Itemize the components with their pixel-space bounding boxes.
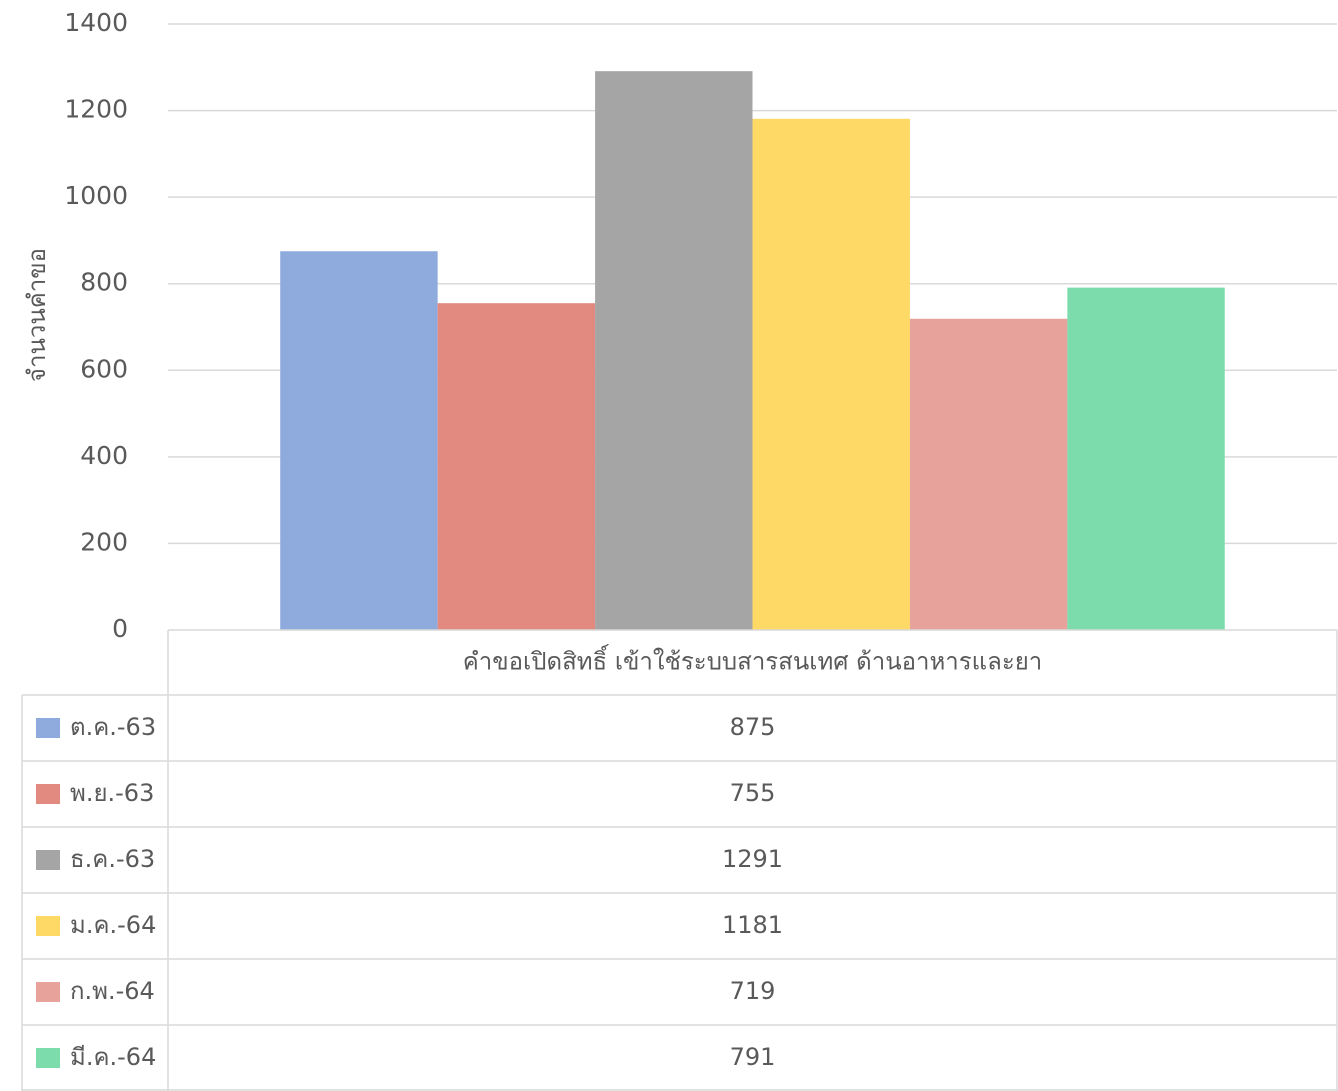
table-value: 755 [730,779,776,807]
bar [909,318,1068,630]
y-tick-label: 800 [80,268,128,297]
legend-swatch [36,982,60,1002]
legend-label: ก.พ.-64 [70,977,155,1005]
legend-swatch [36,784,60,804]
legend-swatch [36,916,60,936]
table-value: 875 [730,713,776,741]
table-value: 719 [730,977,776,1005]
y-tick-label: 600 [80,354,128,383]
y-tick-label: 200 [80,527,128,556]
y-tick-label: 1000 [64,181,128,210]
bar [280,251,438,630]
bar [752,118,910,630]
x-tick-label: คำขอเปิดสิทธิ์ เข้าใช้ระบบสารสนเทศ ด้านอ… [463,644,1043,676]
table-value: 1181 [722,911,783,939]
y-tick-label: 400 [80,441,128,470]
table-value: 791 [730,1043,776,1071]
legend-label: ธ.ค.-63 [70,845,155,873]
table-value: 1291 [722,845,783,873]
legend-label: พ.ย.-63 [70,779,154,807]
y-tick-label: 1400 [64,8,128,37]
legend-swatch [36,850,60,870]
legend-label: มี.ค.-64 [70,1043,156,1071]
y-tick-label: 1200 [64,95,128,124]
y-tick-label: 0 [112,614,128,643]
y-axis-label: จำนวนคำขอ [23,248,51,382]
legend-label: ต.ค.-63 [70,713,156,741]
legend-swatch [36,1048,60,1068]
legend-swatch [36,718,60,738]
bar [595,71,753,631]
bar [1067,287,1225,630]
legend-label: ม.ค.-64 [70,911,156,939]
bar [437,303,596,630]
